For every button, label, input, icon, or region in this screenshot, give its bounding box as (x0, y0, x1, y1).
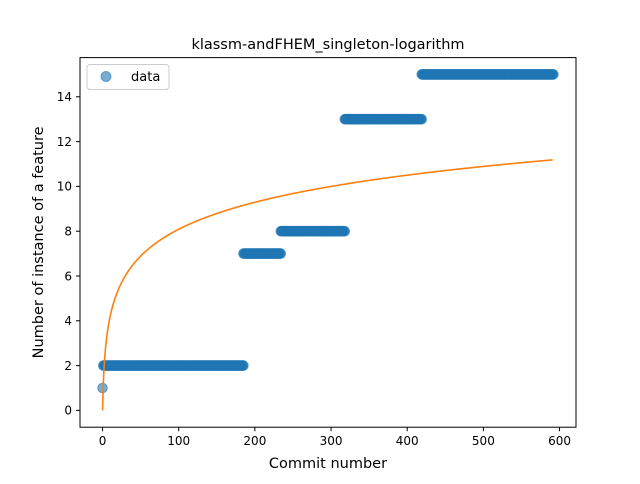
legend-marker-data (100, 71, 112, 82)
x-tick-label: 0 (99, 434, 107, 448)
data-point (548, 69, 559, 80)
axes-frame (79, 57, 577, 428)
y-tick-label: 12 (57, 135, 72, 149)
x-tick-label: 300 (320, 434, 343, 448)
x-tick-label: 200 (243, 434, 266, 448)
y-tick-label: 10 (57, 180, 72, 194)
fit-line (101, 159, 553, 411)
legend: data (86, 64, 170, 90)
y-tick-label: 14 (57, 90, 72, 104)
x-tick-label: 400 (396, 434, 419, 448)
y-tick-label: 4 (64, 314, 72, 328)
chart-title: klassm-andFHEM_singleton-logarithm (191, 37, 464, 53)
x-tick-label: 600 (548, 434, 571, 448)
data-point (238, 360, 249, 371)
x-tick-label: 500 (472, 434, 495, 448)
legend-label-data: data (131, 70, 160, 85)
plot-area (97, 69, 559, 411)
data-point (275, 248, 287, 259)
y-axis-label: Number of instance of a feature (31, 126, 47, 358)
y-tick-label: 6 (64, 269, 72, 283)
x-axis-label: Commit number (269, 456, 387, 472)
data-point (416, 113, 427, 125)
y-tick-label: 0 (64, 404, 72, 418)
legend-box (86, 64, 170, 90)
data-point (339, 225, 351, 237)
y-tick-label: 8 (64, 225, 72, 239)
axes-ticks: 0 100 200 300 400 500 600 0 2 4 6 8 10 12 14 (57, 90, 571, 448)
y-tick-label: 2 (64, 359, 72, 373)
x-tick-label: 100 (167, 434, 190, 448)
